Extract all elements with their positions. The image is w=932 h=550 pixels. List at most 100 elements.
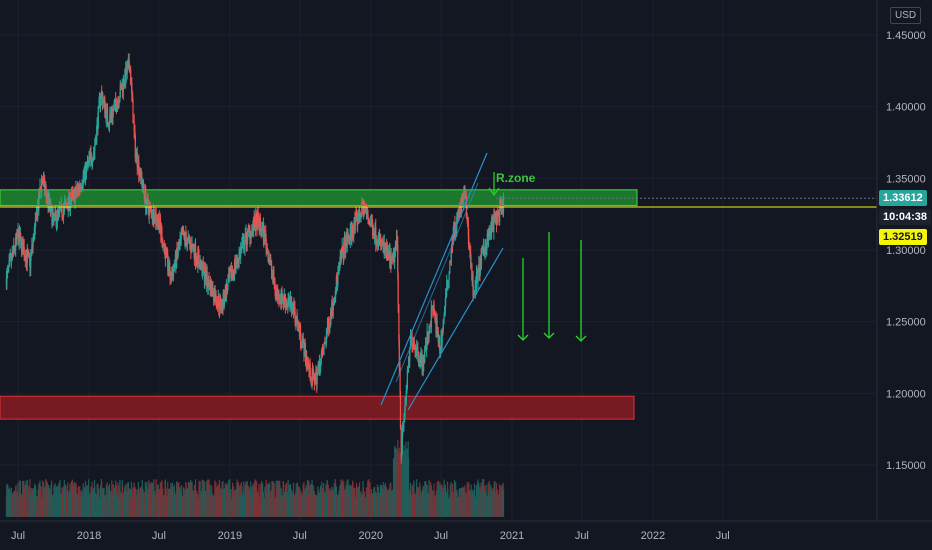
- volume-bar: [65, 491, 67, 517]
- volume-bar: [442, 492, 444, 517]
- candle-body: [315, 373, 317, 378]
- volume-bar: [478, 498, 480, 517]
- candle-body: [434, 314, 436, 319]
- candle-body: [496, 213, 498, 225]
- volume-bar: [184, 489, 186, 517]
- volume-bar: [271, 480, 273, 517]
- volume-bar: [429, 481, 432, 517]
- volume-bar: [398, 447, 400, 517]
- volume-bar: [438, 484, 440, 517]
- volume-bar: [351, 485, 353, 517]
- volume-bar: [115, 480, 117, 517]
- resistance-zone[interactable]: [0, 189, 638, 207]
- candle-body: [152, 209, 155, 224]
- candle-body: [395, 241, 397, 244]
- channel-lower-line[interactable]: [407, 247, 504, 411]
- candle-body: [245, 232, 248, 244]
- volume-bar: [299, 487, 301, 517]
- volume-bar: [383, 485, 385, 517]
- candle-body: [353, 229, 355, 237]
- candle-body: [399, 391, 402, 429]
- candle-body: [279, 300, 281, 302]
- channel-mid-line[interactable]: [395, 182, 479, 383]
- price-axis[interactable]: 1.15000 1.20000 1.25000 1.30000 1.35000 1.400…: [886, 30, 926, 472]
- volume-bar: [446, 496, 448, 517]
- candle-body: [388, 250, 390, 254]
- volume-bar: [241, 486, 243, 517]
- candle-body: [471, 274, 473, 281]
- currency-badge[interactable]: USD: [890, 7, 922, 24]
- candle-body: [206, 271, 208, 284]
- zones[interactable]: [0, 189, 638, 420]
- volume-bar: [165, 495, 168, 517]
- volume-bar: [354, 497, 356, 517]
- candle-body: [230, 268, 233, 279]
- volume-bar: [331, 493, 333, 517]
- price-tick-label: 1.45000: [886, 30, 926, 42]
- candle-body: [304, 349, 307, 362]
- candle-body: [191, 244, 193, 253]
- candle-body: [405, 390, 407, 402]
- candle-body: [368, 218, 370, 222]
- candle-body: [222, 291, 224, 307]
- candle-body: [346, 235, 348, 248]
- volume-bar: [359, 497, 361, 517]
- candle-body: [275, 291, 278, 294]
- candle-body: [273, 271, 275, 283]
- candle-body: [52, 215, 54, 225]
- candle-body: [265, 238, 267, 250]
- time-axis[interactable]: Jul 2018 Jul 2019 Jul 2020 Jul 2021 Jul 2022 Jul: [11, 530, 730, 542]
- volume-bar: [380, 495, 382, 517]
- candle-body: [128, 67, 131, 73]
- candle-body: [121, 84, 124, 92]
- volume-bar: [301, 496, 303, 517]
- candle-body: [444, 305, 446, 315]
- candle-body: [442, 319, 444, 330]
- volume-bar: [182, 496, 184, 517]
- candle-body: [77, 187, 80, 192]
- candle-body: [485, 250, 487, 253]
- candle-body: [398, 340, 400, 369]
- candle-body: [186, 238, 189, 243]
- channel-upper-line[interactable]: [380, 152, 488, 406]
- volume-bar: [208, 491, 211, 517]
- volume-bar: [154, 494, 156, 517]
- volume-bar: [414, 495, 417, 517]
- candle-body: [29, 259, 31, 269]
- drawings[interactable]: [0, 152, 877, 411]
- candle-body: [413, 344, 415, 346]
- volume-bar: [315, 494, 317, 517]
- current-price-tag: 1.33612: [879, 190, 927, 206]
- volume-bar: [465, 492, 468, 517]
- support-zone[interactable]: [0, 395, 635, 420]
- volume-bar: [310, 484, 312, 517]
- volume-bar: [118, 498, 120, 517]
- candle-body: [197, 251, 199, 266]
- candle-body: [31, 245, 33, 248]
- candle-body: [447, 283, 449, 285]
- time-tick-label: 2022: [641, 530, 665, 542]
- candle-body: [357, 220, 359, 226]
- candle-body: [391, 255, 393, 257]
- volume-bar: [228, 492, 230, 517]
- candle-body: [73, 190, 75, 192]
- volume-bar: [126, 482, 128, 517]
- volume-bar: [424, 481, 426, 517]
- volume-bar: [353, 487, 355, 517]
- candle-body: [6, 272, 8, 288]
- volume-bar: [490, 484, 492, 517]
- candle-body: [404, 401, 406, 413]
- time-tick-label: Jul: [293, 530, 307, 542]
- candle-body: [316, 374, 318, 385]
- volume-bar: [428, 494, 431, 517]
- volume-bar: [214, 494, 216, 517]
- volume-bar: [407, 457, 410, 517]
- volume-bar: [36, 498, 38, 517]
- candle-body: [436, 329, 439, 332]
- volume-bar: [142, 494, 145, 517]
- volume-bar: [484, 491, 486, 517]
- candle-body: [185, 239, 187, 247]
- candle-body: [157, 217, 160, 230]
- volume-bar: [319, 485, 322, 517]
